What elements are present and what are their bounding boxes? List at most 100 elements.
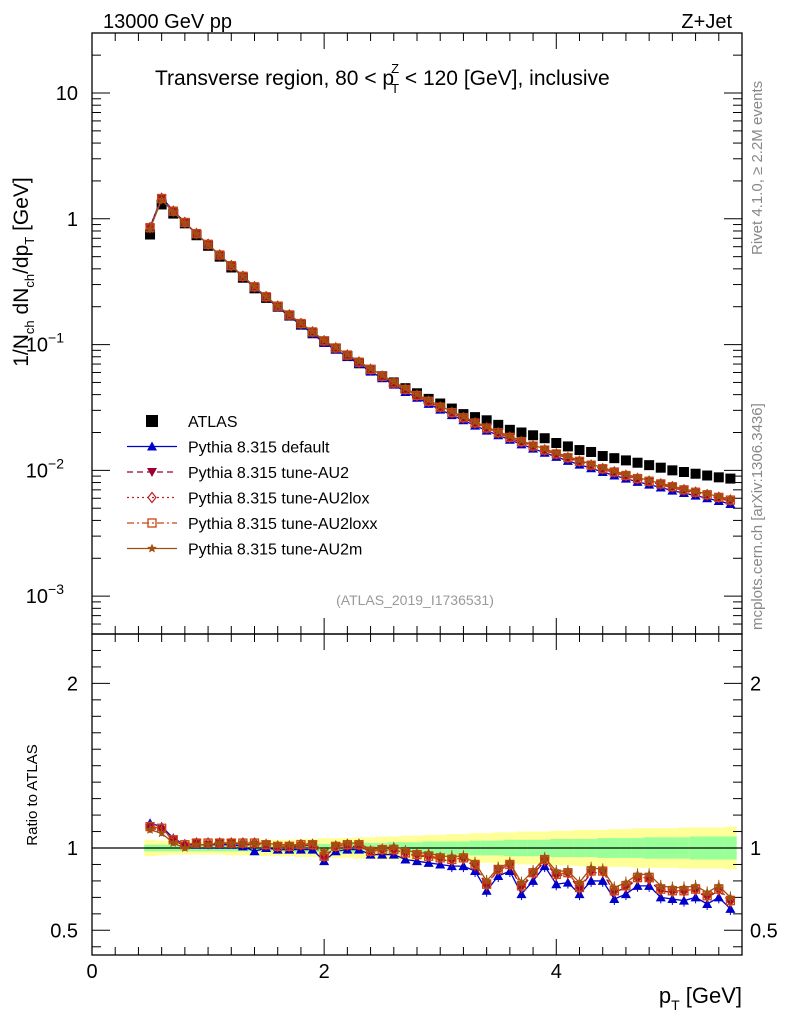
main-point-atlas [667,465,678,476]
main-point-pythia-8-315-tune-au2m [180,218,190,228]
main-point-pythia-8-315-tune-au2m [656,478,666,488]
main-point-pythia-8-315-tune-au2m [493,426,503,436]
main-y-tick-label: 10−1 [26,330,64,357]
ratio-point-pythia-8-315-default [562,877,573,887]
ratio-point-pythia-8-315-tune-au2lox [423,850,434,863]
ratio-point-pythia-8-315-tune-au2m [296,839,306,849]
ratio-point-pythia-8-315-tune-au2m [249,838,260,848]
ratio-panel-frame [91,633,743,956]
main-point-pythia-8-315-tune-au2m [574,455,585,465]
main-point-pythia-8-315-tune-au2m [505,431,515,441]
ratio-point-pythia-8-315-tune-au2m [365,844,376,854]
main-point-pythia-8-315-tune-au2m [226,260,236,270]
main-point-pythia-8-315-tune-au2m [296,318,306,328]
main-point-atlas [481,415,492,426]
ratio-point-pythia-8-315-tune-au2m [516,877,527,887]
ratio-point-pythia-8-315-tune-au2m [191,839,202,849]
legend-marker-pythia-8-315-tune-au2loxx [147,518,157,528]
ratio-point-pythia-8-315-tune-au2m [574,877,585,887]
ratio-point-pythia-8-315-tune-au2m [679,882,689,892]
ratio-point-pythia-8-315-default [678,895,689,905]
ratio-point-pythia-8-315-tune-au2m [725,892,736,902]
main-point-atlas [539,433,550,444]
plot-title-part1: Transverse region, 80 < p [155,67,394,90]
ratio-point-pythia-8-315-tune-au2m [214,838,225,848]
main-point-pythia-8-315-tune-au2m [307,326,318,336]
main-point-pythia-8-315-tune-au2m [598,462,608,472]
ratio-y-tick-label: 2 [67,673,78,695]
ratio-point-pythia-8-315-default [586,875,597,885]
ratio-point-pythia-8-315-tune-au2m [156,828,167,838]
main-ylabel-p2: dN [10,288,33,321]
main-point-pythia-8-315-tune-au2m [644,475,654,485]
main-point-pythia-8-315-tune-au2m [168,207,178,217]
main-point-pythia-8-315-tune-au2m [447,406,457,416]
ratio-point-pythia-8-315-tune-au2m [273,839,283,849]
ratio-point-pythia-8-315-default [528,875,539,885]
plot-title-part2: < 120 [GeV], inclusive [399,67,610,90]
ratio-point-pythia-8-315-default [597,875,608,885]
x-axis-label-unit: [GeV] [680,983,742,1008]
main-point-atlas [702,470,713,481]
legend-label-pythia-8-315-tune-au2: Pythia 8.315 tune-AU2 [188,465,349,482]
ratio-point-pythia-8-315-tune-au2m [447,851,457,861]
main-point-atlas [562,441,573,452]
ratio-y-tick-label-right: 1 [750,838,761,860]
ratio-point-pythia-8-315-tune-au2m [539,852,550,862]
main-ylabel-sub2: ch [22,274,37,288]
main-point-atlas [597,451,608,462]
main-point-pythia-8-315-tune-au2m [238,271,248,281]
ratio-point-pythia-8-315-tune-au2m [412,847,422,857]
main-point-atlas [516,427,527,438]
ratio-point-pythia-8-315-tune-au2m [319,846,329,856]
main-y-tick-base: 10 [56,83,78,105]
ratio-point-pythia-8-315-default [249,846,260,856]
legend-label-atlas: ATLAS [188,414,238,431]
main-point-pythia-8-315-tune-au2m [586,459,596,469]
ratio-point-pythia-8-315-default [620,889,631,899]
legend-label-pythia-8-315-tune-au2m: Pythia 8.315 tune-AU2m [188,542,362,559]
ratio-point-pythia-8-315-tune-au2m [505,857,515,867]
main-ylabel-p1: 1/N [10,334,33,367]
ratio-point-pythia-8-315-tune-au2m [389,841,399,851]
main-point-pythia-8-315-tune-au2lox [145,221,155,234]
ratio-point-pythia-8-315-tune-au2m [667,882,678,892]
main-point-atlas [725,473,736,484]
ratio-point-pythia-8-315-default [713,892,724,902]
main-point-pythia-8-315-tune-au2m [191,228,202,238]
x-axis-label-p: p [659,983,671,1008]
ratio-point-pythia-8-315-tune-au2lox [203,837,213,850]
ratio-point-pythia-8-315-tune-au2m [261,838,271,848]
ratio-point-pythia-8-315-tune-au2m [656,880,666,890]
main-y-tick-base: 10 [26,335,48,357]
plot-title-sup: Z [391,61,399,76]
legend-marker-pythia-8-315-tune-au2m [147,543,157,553]
ratio-point-pythia-8-315-default [690,892,701,902]
main-point-atlas [632,457,643,468]
ratio-point-pythia-8-315-tune-au2m [226,838,236,848]
main-point-atlas [551,438,562,448]
main-y-tick-base: 1 [67,209,78,231]
main-point-atlas [586,446,597,457]
analysis-id: (ATLAS_2019_I1736531) [336,592,494,608]
ratio-point-pythia-8-315-default [551,879,562,889]
ratio-point-pythia-8-315-tune-au2m [493,862,503,872]
ratio-point-pythia-8-315-tune-au2lox [191,837,202,850]
main-point-pythia-8-315-tune-au2m [539,443,550,453]
legend-marker-pythia-8-315-default [147,441,157,451]
main-point-pythia-8-315-tune-au2m [284,309,295,319]
main-point-pythia-8-315-tune-au2m [435,401,445,410]
ratio-point-pythia-8-315-default [609,894,620,904]
ratio-point-pythia-8-315-tune-au2m [586,862,596,872]
ratio-point-pythia-8-315-tune-au2m [598,864,608,874]
ratio-point-pythia-8-315-tune-au2m [423,847,434,857]
main-point-atlas [528,430,539,441]
main-point-pythia-8-315-tune-au2m [470,416,480,426]
main-point-pythia-8-315-tune-au2m [214,250,225,260]
ratio-point-pythia-8-315-default [400,854,411,864]
main-point-pythia-8-315-tune-au2m [458,411,469,421]
main-point-pythia-8-315-tune-au2m [365,363,376,373]
ratio-point-pythia-8-315-tune-au2m [481,875,492,885]
